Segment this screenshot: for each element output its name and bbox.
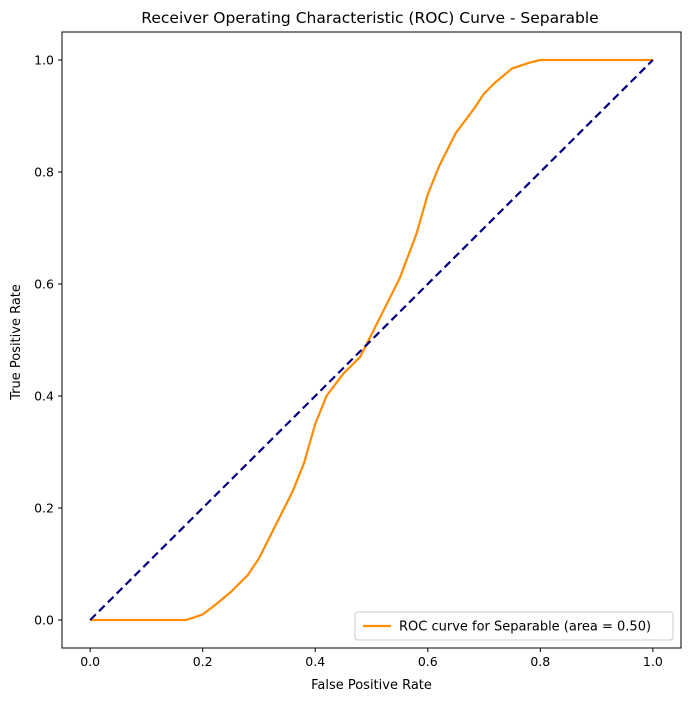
x-axis-label: False Positive Rate xyxy=(311,678,432,693)
y-tick-label: 0.2 xyxy=(34,501,54,516)
chart-title: Receiver Operating Characteristic (ROC) … xyxy=(141,9,598,27)
y-tick-label: 0.4 xyxy=(34,389,54,404)
roc-curve-line xyxy=(90,58,653,622)
plot-area: 0.0 0.2 0.4 0.6 0.8 1.0 0.0 0.2 0.4 0.6 0.8 1.0 xyxy=(34,31,682,669)
x-tick-label: 1.0 xyxy=(643,654,663,669)
legend-label: ROC curve for Separable (area = 0.50) xyxy=(399,620,651,635)
plot-frame xyxy=(61,31,682,649)
y-axis-label: True Positive Rate xyxy=(9,284,24,401)
legend-box xyxy=(354,611,674,641)
x-tick-label: 0.8 xyxy=(530,654,550,669)
x-tick-label: 0.4 xyxy=(305,654,325,669)
y-tick-label: 0.8 xyxy=(34,165,54,180)
legend: ROC curve for Separable (area = 0.50) xyxy=(354,611,674,641)
x-tick-label: 0.6 xyxy=(418,654,438,669)
y-tick-label: 0.6 xyxy=(34,277,54,292)
x-tick-label: 0.0 xyxy=(80,654,100,669)
y-tick-label: 0.0 xyxy=(34,613,54,628)
x-tick-label: 0.2 xyxy=(193,654,213,669)
chance-diagonal-line xyxy=(89,59,654,621)
y-tick-label: 1.0 xyxy=(34,53,54,68)
